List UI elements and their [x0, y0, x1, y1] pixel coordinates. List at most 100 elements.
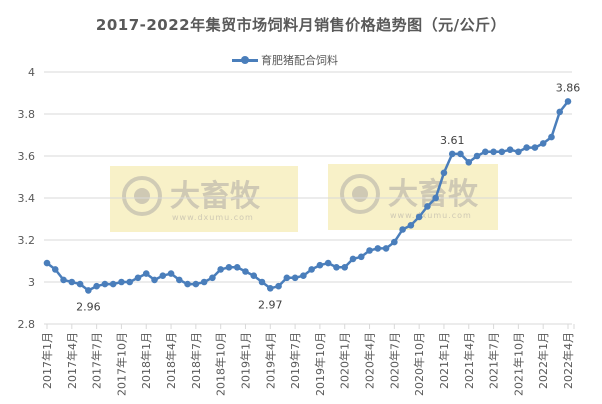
- svg-text:www.dxumu.com: www.dxumu.com: [390, 211, 472, 220]
- data-point: [482, 148, 489, 156]
- data-point: [448, 150, 456, 158]
- data-point: [341, 264, 349, 271]
- data-point: [275, 282, 282, 290]
- x-tick-label: 2017年7月: [90, 332, 104, 389]
- data-point: [291, 274, 299, 282]
- x-tick-label: 2017年10月: [114, 332, 128, 396]
- svg-text:www.dxumu.com: www.dxumu.com: [172, 213, 254, 222]
- data-point: [109, 280, 117, 288]
- x-tick-label: 2018年10月: [214, 332, 228, 396]
- data-point: [316, 261, 324, 269]
- data-point: [76, 280, 84, 288]
- data-label: 2.97: [258, 298, 283, 311]
- data-point: [225, 264, 233, 271]
- data-label: 3.61: [440, 134, 465, 147]
- data-point: [308, 266, 315, 273]
- data-point: [324, 259, 332, 267]
- data-point: [424, 203, 431, 210]
- x-tick-label: 2019年1月: [238, 332, 252, 389]
- series-line: [46, 100, 569, 292]
- data-point: [142, 270, 150, 277]
- x-tick-label: 2021年10月: [511, 332, 525, 396]
- data-point: [258, 278, 266, 286]
- data-point: [134, 274, 142, 282]
- data-point: [167, 270, 175, 277]
- data-point: [440, 169, 448, 177]
- x-tick-label: 2021年4月: [462, 332, 476, 389]
- data-point: [457, 150, 464, 158]
- data-point: [51, 266, 59, 273]
- data-point: [85, 287, 92, 294]
- x-tick-label: 2018年4月: [164, 332, 178, 389]
- data-point: [118, 278, 125, 286]
- legend-line-marker-icon: [232, 54, 258, 66]
- data-point: [250, 272, 258, 280]
- data-point: [539, 140, 547, 147]
- svg-text:大畜牧: 大畜牧: [170, 179, 261, 214]
- data-point: [217, 266, 224, 273]
- data-label: 2.96: [76, 300, 101, 313]
- x-tick-label: 2020年1月: [338, 332, 352, 389]
- y-tick-label: 3: [28, 276, 35, 289]
- data-point: [490, 148, 497, 156]
- data-point: [333, 264, 340, 271]
- data-point: [283, 274, 291, 282]
- data-label: 3.86: [556, 81, 581, 94]
- x-tick-label: 2018年1月: [139, 332, 153, 389]
- data-point: [192, 280, 200, 288]
- data-point: [159, 272, 167, 280]
- y-tick-label: 4: [28, 66, 35, 79]
- data-point: [523, 144, 530, 151]
- x-tick-label: 2017年1月: [40, 332, 54, 389]
- data-point: [407, 222, 415, 229]
- data-point: [101, 280, 109, 288]
- x-tick-label: 2022年1月: [536, 332, 550, 389]
- data-point: [556, 108, 564, 116]
- legend: 育肥猪配合饲料: [232, 52, 338, 68]
- data-point: [176, 276, 183, 284]
- data-point: [548, 133, 555, 141]
- y-tick-label: 3.2: [18, 234, 36, 247]
- data-point: [415, 213, 423, 221]
- x-tick-label: 2020年4月: [363, 332, 377, 389]
- data-point: [473, 152, 481, 160]
- data-point: [60, 276, 67, 284]
- data-point: [200, 278, 208, 286]
- data-point: [374, 245, 382, 252]
- data-point: [515, 148, 522, 156]
- data-point: [366, 247, 373, 254]
- data-point: [399, 226, 406, 233]
- y-tick-label: 3.4: [18, 192, 36, 205]
- data-point: [465, 159, 473, 166]
- x-tick-label: 2019年10月: [313, 332, 327, 396]
- x-tick-label: 2022年4月: [561, 332, 575, 389]
- data-point: [126, 278, 133, 286]
- data-point: [242, 268, 249, 275]
- legend-label: 育肥猪配合饲料: [261, 54, 338, 67]
- data-point: [209, 274, 216, 282]
- data-point: [391, 238, 398, 246]
- data-point: [531, 144, 539, 151]
- data-point: [506, 146, 514, 153]
- x-tick-label: 2020年7月: [387, 332, 401, 389]
- x-tick-label: 2021年7月: [487, 332, 501, 389]
- x-tick-label: 2017年4月: [65, 332, 79, 389]
- svg-text:大畜牧: 大畜牧: [388, 177, 479, 212]
- data-point: [432, 194, 439, 202]
- y-tick-label: 2.8: [18, 318, 36, 331]
- data-point: [266, 285, 274, 292]
- x-tick-label: 2021年1月: [437, 332, 451, 389]
- y-tick-label: 3.8: [18, 108, 36, 121]
- data-point: [68, 278, 76, 286]
- x-tick-label: 2020年10月: [412, 332, 426, 396]
- data-point: [43, 259, 51, 267]
- data-point: [349, 255, 357, 263]
- data-point: [564, 98, 572, 105]
- data-point: [382, 245, 390, 252]
- data-point: [93, 282, 100, 290]
- data-point: [300, 272, 307, 280]
- x-tick-label: 2019年7月: [288, 332, 302, 389]
